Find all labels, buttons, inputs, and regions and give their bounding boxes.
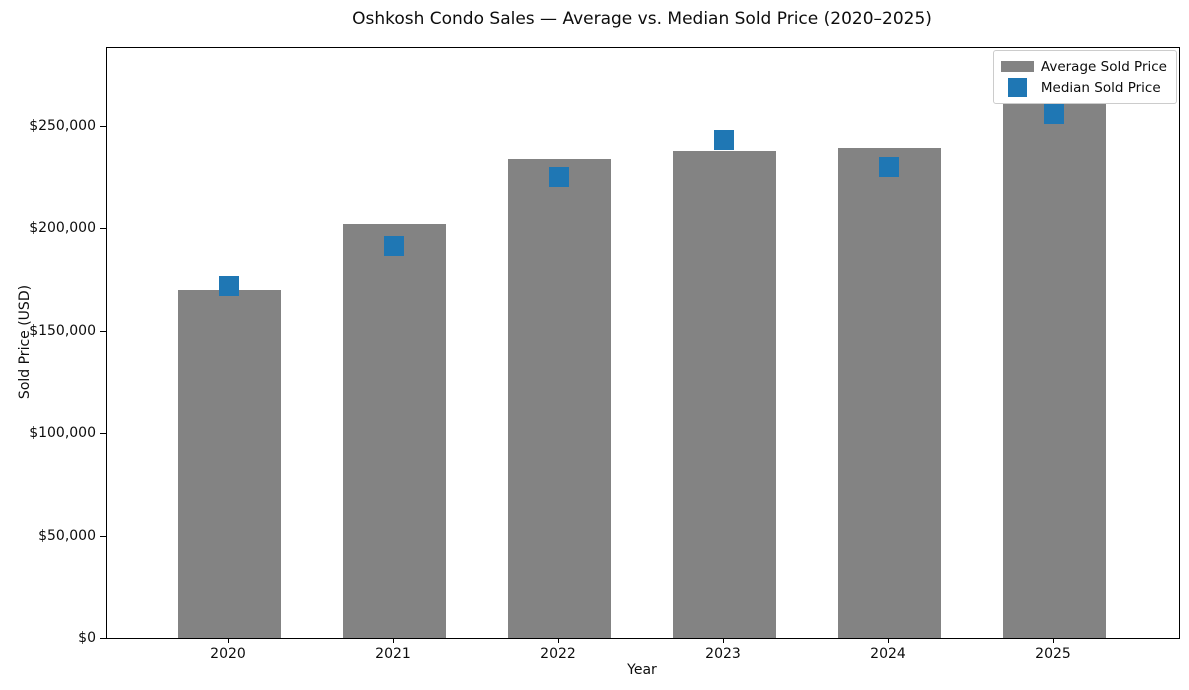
y-tick-mark: [100, 433, 106, 435]
average-bar-swatch: [1001, 61, 1035, 72]
x-tick-mark: [723, 638, 724, 643]
legend-item-average: Average Sold Price: [1001, 56, 1167, 77]
y-tick-mark: [100, 125, 106, 127]
bar-2021: [342, 224, 446, 638]
legend-item-median: Median Sold Price: [1001, 77, 1167, 98]
median-marker-2022: [549, 167, 569, 188]
x-tick-mark: [393, 638, 394, 643]
median-marker-2024: [879, 156, 899, 177]
median-marker-2023: [714, 130, 734, 151]
x-tick-label: 2021: [375, 646, 411, 662]
y-tick-mark: [100, 330, 106, 332]
plot-area: $0 $50,000 $100,000 $150,000 $200,000 $250,00…: [29, 47, 1180, 646]
x-axis-label: Year: [627, 662, 657, 678]
median-marker-2020: [219, 275, 239, 296]
bar-2025: [1002, 101, 1106, 638]
y-tick-label: $50,000: [38, 527, 96, 544]
legend-swatch-column: [1001, 61, 1035, 72]
median-square-swatch: [1008, 78, 1028, 97]
x-tick-mark: [888, 638, 889, 643]
y-tick-label: $150,000: [29, 322, 96, 339]
y-tick-label: $100,000: [29, 425, 96, 442]
median-marker-2021: [384, 235, 404, 256]
legend-label-average: Average Sold Price: [1040, 58, 1167, 75]
bar-2022: [507, 158, 611, 638]
x-tick-label: 2020: [210, 646, 246, 662]
legend: Average Sold Price Median Sold Price: [992, 50, 1177, 104]
y-axis-label: Sold Price (USD): [17, 284, 33, 400]
x-tick-mark: [558, 638, 559, 643]
y-tick-mark: [100, 638, 106, 639]
x-tick-mark: [228, 638, 229, 643]
median-marker-2025: [1044, 103, 1064, 124]
legend-swatch-column: [1001, 78, 1035, 97]
y-tick-label: $0: [78, 630, 96, 646]
bar-2023: [672, 151, 776, 638]
x-tick-label: 2022: [540, 646, 576, 662]
x-tick-label: 2023: [705, 646, 741, 662]
chart-title: Oshkosh Condo Sales — Average vs. Median…: [352, 9, 932, 29]
y-tick-label: $200,000: [29, 220, 96, 237]
bar-2020: [177, 289, 281, 638]
y-tick-label: $250,000: [29, 117, 96, 134]
x-tick-mark: [1053, 638, 1054, 643]
x-tick-label: 2024: [870, 646, 906, 662]
bar-2024: [837, 148, 941, 638]
legend-label-median: Median Sold Price: [1040, 79, 1161, 96]
x-tick-label: 2025: [1035, 646, 1071, 662]
y-tick-mark: [100, 228, 106, 230]
y-tick-mark: [100, 535, 106, 537]
